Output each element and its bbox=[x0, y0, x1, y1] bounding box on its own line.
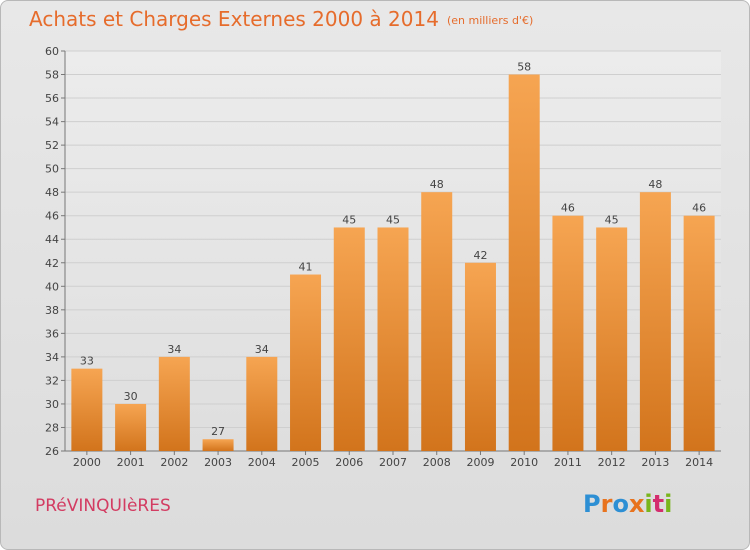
y-tick-label: 50 bbox=[45, 163, 59, 176]
y-tick-label: 52 bbox=[45, 139, 59, 152]
data-label: 34 bbox=[167, 343, 181, 356]
plot-area: 26 28 30 32 34 36 38 40 42 44 46 48 50 52 54 56 58 60 33 20… bbox=[45, 45, 721, 469]
x-tick-label: 2007 bbox=[379, 456, 407, 469]
x-tick-label: 2012 bbox=[598, 456, 626, 469]
data-label: 45 bbox=[605, 213, 619, 226]
bar bbox=[596, 227, 628, 451]
y-tick-label: 32 bbox=[45, 374, 59, 387]
chart-unit-label: (en milliers d'€) bbox=[446, 14, 534, 27]
bar bbox=[290, 274, 322, 451]
data-label: 48 bbox=[648, 178, 662, 191]
y-tick-label: 30 bbox=[45, 398, 59, 411]
bar bbox=[683, 215, 715, 451]
bar bbox=[552, 215, 584, 451]
data-label: 34 bbox=[255, 343, 269, 356]
bar bbox=[202, 439, 234, 451]
y-tick-label: 34 bbox=[45, 351, 59, 364]
commune-name: PRéVINQUIèRES bbox=[35, 496, 171, 516]
chart-title-text: Achats et Charges Externes 2000 à 2014 bbox=[29, 7, 439, 31]
data-label: 48 bbox=[430, 178, 444, 191]
proxiti-logo: Proxiti bbox=[583, 490, 672, 518]
logo-letter: x bbox=[628, 490, 645, 518]
bar bbox=[639, 192, 671, 452]
y-tick-label: 44 bbox=[45, 233, 59, 246]
data-label: 45 bbox=[342, 213, 356, 226]
x-tick-label: 2000 bbox=[73, 456, 101, 469]
y-tick-label: 42 bbox=[45, 257, 59, 270]
x-tick-label: 2002 bbox=[160, 456, 188, 469]
x-tick-label: 2014 bbox=[685, 456, 713, 469]
data-label: 58 bbox=[517, 61, 531, 74]
data-label: 46 bbox=[561, 202, 575, 215]
x-tick-label: 2008 bbox=[423, 456, 451, 469]
data-label: 30 bbox=[124, 390, 138, 403]
data-label: 33 bbox=[80, 355, 94, 368]
bar bbox=[464, 262, 496, 451]
logo-letter: i bbox=[644, 490, 653, 518]
y-tick-label: 40 bbox=[45, 280, 59, 293]
chart-title: Achats et Charges Externes 2000 à 2014 (e… bbox=[29, 7, 533, 31]
data-label: 41 bbox=[299, 261, 313, 274]
x-tick-label: 2011 bbox=[554, 456, 582, 469]
x-tick-label: 2006 bbox=[335, 456, 363, 469]
data-label: 45 bbox=[386, 213, 400, 226]
x-tick-label: 2004 bbox=[248, 456, 276, 469]
y-tick-label: 56 bbox=[45, 92, 59, 105]
bar bbox=[333, 227, 365, 451]
logo-letter: i bbox=[664, 490, 673, 518]
x-tick-label: 2003 bbox=[204, 456, 232, 469]
y-tick-label: 26 bbox=[45, 445, 59, 458]
y-tick-label: 58 bbox=[45, 69, 59, 82]
x-tick-label: 2013 bbox=[641, 456, 669, 469]
logo-letter: o bbox=[612, 490, 629, 518]
y-tick-label: 28 bbox=[45, 421, 59, 434]
y-tick-label: 36 bbox=[45, 327, 59, 340]
y-tick-label: 54 bbox=[45, 116, 59, 129]
bar bbox=[158, 356, 190, 451]
y-tick-label: 48 bbox=[45, 186, 59, 199]
logo-letter: r bbox=[600, 490, 613, 518]
y-tick-label: 46 bbox=[45, 210, 59, 223]
y-tick-label: 38 bbox=[45, 304, 59, 317]
x-tick-label: 2009 bbox=[466, 456, 494, 469]
x-tick-label: 2010 bbox=[510, 456, 538, 469]
x-tick-label: 2005 bbox=[292, 456, 320, 469]
bar bbox=[377, 227, 409, 451]
data-label: 27 bbox=[211, 425, 225, 438]
bar bbox=[508, 74, 540, 451]
data-label: 46 bbox=[692, 202, 706, 215]
logo-letter: t bbox=[652, 490, 665, 518]
x-tick-label: 2001 bbox=[117, 456, 145, 469]
bar bbox=[246, 356, 278, 451]
y-tick-label: 60 bbox=[45, 45, 59, 58]
logo-letter: P bbox=[583, 490, 601, 518]
data-label: 42 bbox=[473, 249, 487, 262]
bar bbox=[71, 368, 103, 451]
bar bbox=[115, 403, 147, 451]
bar bbox=[421, 192, 453, 452]
